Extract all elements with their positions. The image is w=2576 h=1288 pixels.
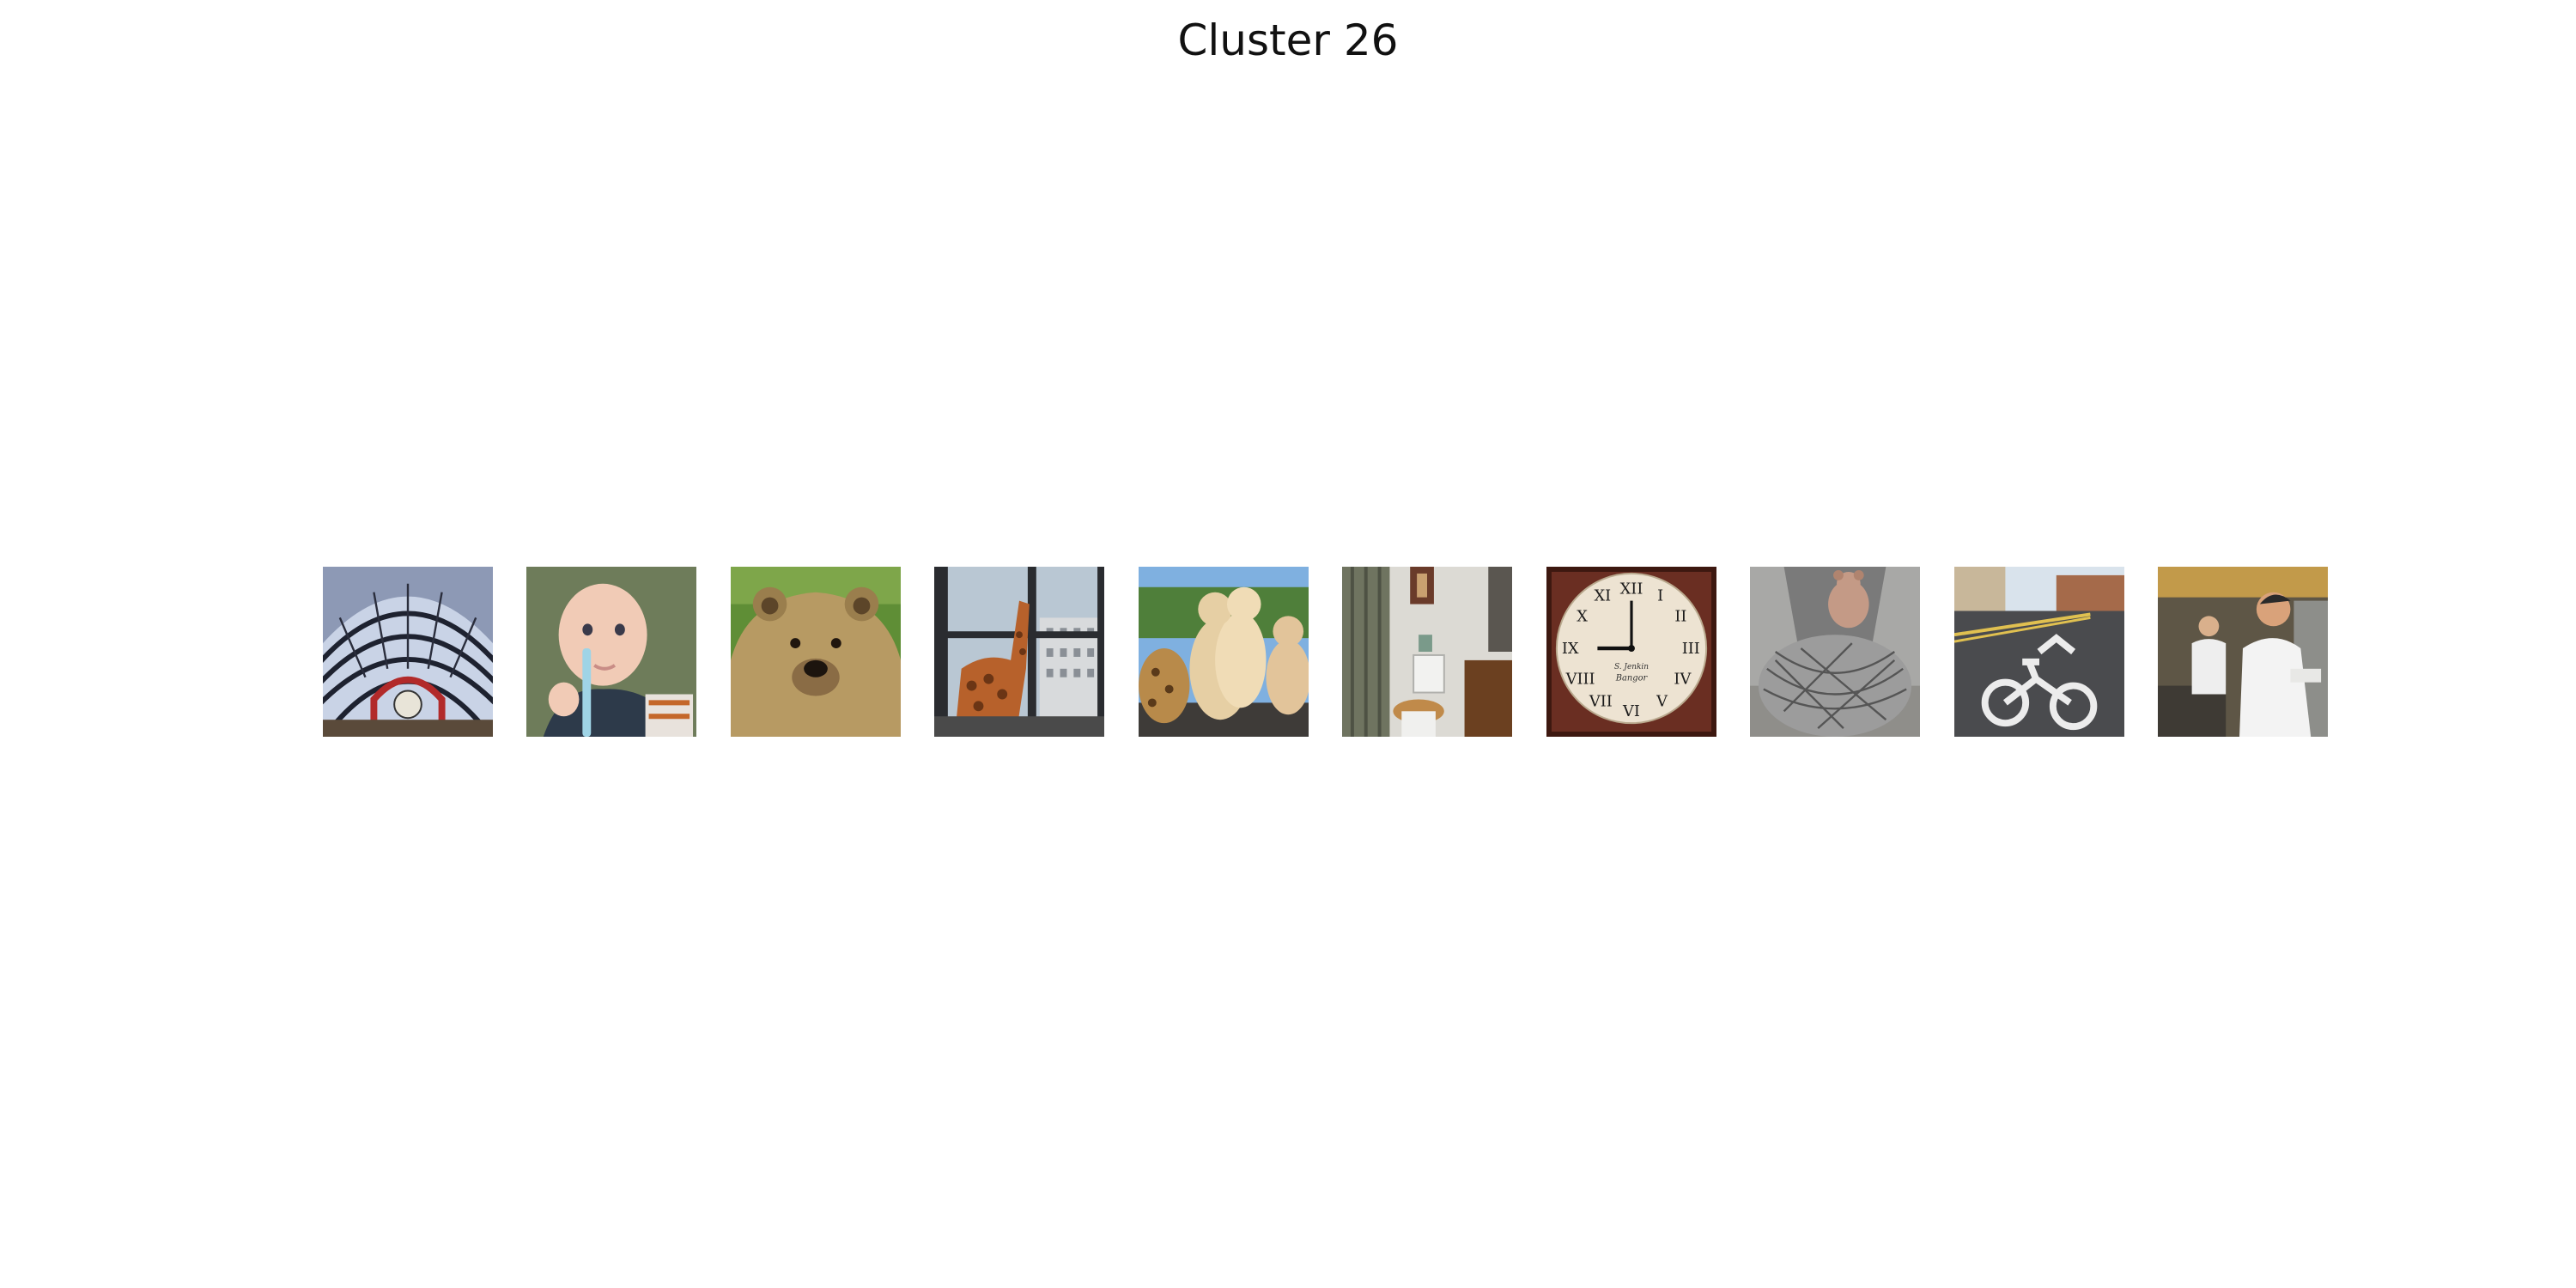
bike-lane-image — [1954, 567, 2124, 737]
teddy-chair-image — [1750, 567, 1920, 737]
station-dome-image — [323, 567, 493, 737]
svg-text:VI: VI — [1622, 702, 1640, 720]
svg-text:X: X — [1577, 607, 1588, 625]
svg-text:V: V — [1656, 692, 1668, 710]
svg-text:III: III — [1682, 640, 1700, 658]
figure-title: Cluster 26 — [1177, 15, 1399, 65]
clock-maker-text: S. Jenkin — [1614, 663, 1649, 671]
bear-image — [731, 567, 901, 737]
chefs-image — [2158, 567, 2328, 737]
stuffed-animals-image — [1139, 567, 1309, 737]
thumbnail-chefs — [2158, 567, 2328, 737]
thumbnail-clock: XII I II III IV V VI VII VIII IX X XI S. Jenkin … — [1546, 567, 1716, 737]
svg-text:II: II — [1674, 607, 1686, 625]
svg-text:VII: VII — [1589, 692, 1613, 710]
svg-text:XII: XII — [1620, 580, 1643, 598]
baby-image — [526, 567, 696, 737]
svg-text:XI: XI — [1594, 587, 1611, 605]
thumbnail-teddy-chair — [1750, 567, 1920, 737]
thumbnail-giraffe-window — [934, 567, 1104, 737]
thumbnail-bathroom — [1342, 567, 1512, 737]
thumbnail-baby — [526, 567, 696, 737]
svg-text:IX: IX — [1562, 640, 1579, 658]
bathroom-image — [1342, 567, 1512, 737]
thumbnail-stuffed-animals — [1139, 567, 1309, 737]
svg-text:VIII: VIII — [1565, 671, 1595, 689]
svg-text:I: I — [1657, 587, 1663, 605]
thumbnail-bear — [731, 567, 901, 737]
clock-town-text: Bangor — [1615, 674, 1649, 683]
svg-text:IV: IV — [1674, 671, 1692, 689]
thumbnail-station-dome — [323, 567, 493, 737]
giraffe-image — [934, 567, 1104, 737]
thumbnail-bike-lane — [1954, 567, 2124, 737]
